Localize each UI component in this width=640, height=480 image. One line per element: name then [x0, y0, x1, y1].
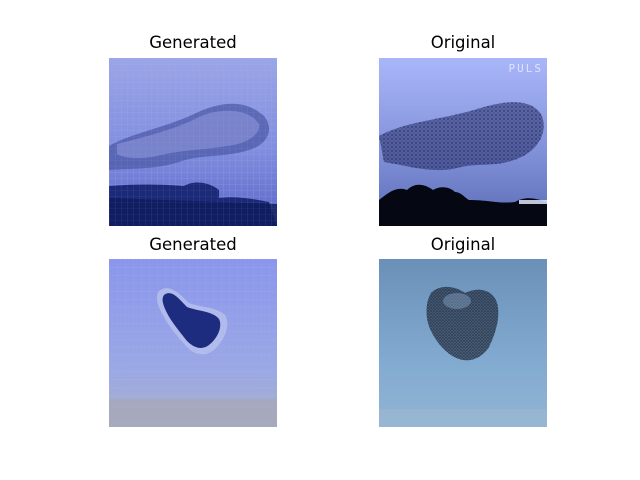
generated-image-top-left [109, 58, 277, 226]
original-image-top-right: PULS [379, 58, 547, 226]
panel-title-top-right: Original [430, 33, 496, 52]
panel-title-bottom-left: Generated [149, 235, 237, 254]
panel-title-bottom-right: Original [430, 235, 496, 254]
watermark-text: PULS [509, 62, 544, 75]
generated-image-bottom-left [109, 259, 277, 427]
panel-title-top-left: Generated [149, 33, 237, 52]
original-image-bottom-right [379, 259, 547, 427]
